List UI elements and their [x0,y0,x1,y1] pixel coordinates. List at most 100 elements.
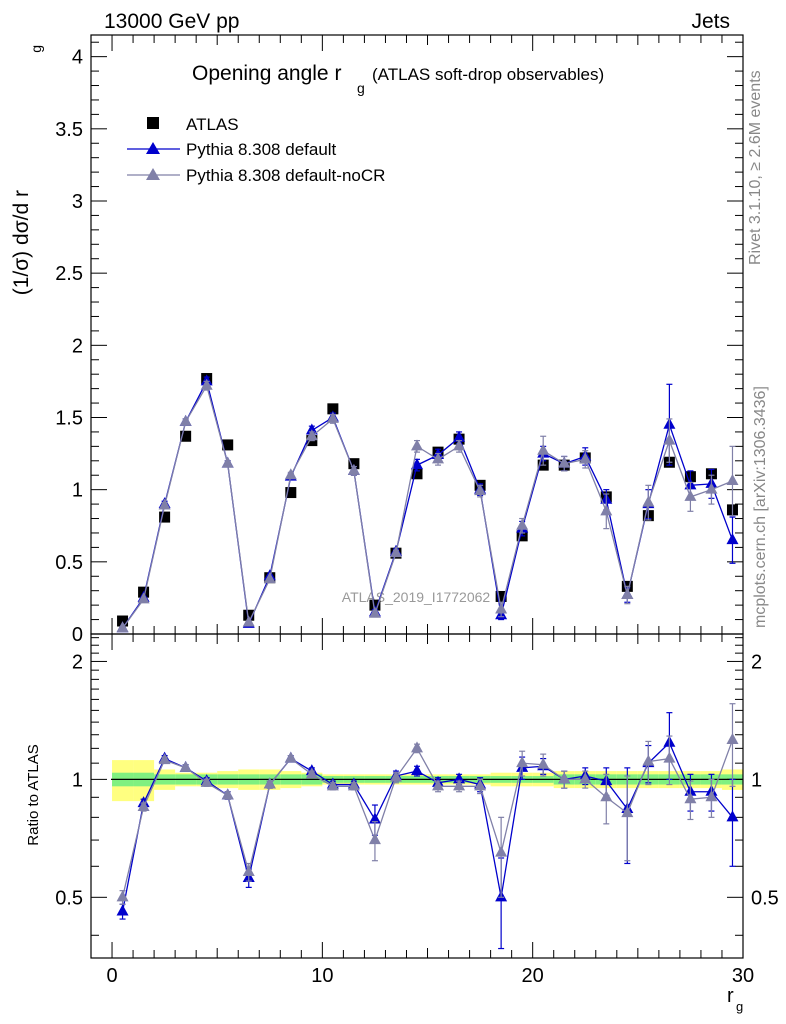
point-atlas [411,468,423,480]
point-nocr [474,484,487,496]
ratio-point-nocr [474,779,487,791]
ratio-xtick-label: 30 [732,965,754,987]
chart-title-subscript: g [357,80,365,96]
main-ytick-label: 3.5 [55,119,83,141]
header-process: Jets [691,10,730,33]
ratio-ytick-label-right: 2 [751,651,762,673]
point-nocr [263,572,276,584]
ratio-point-nocr [326,779,339,791]
ratio-point-nocr [432,779,445,791]
point-nocr [642,495,655,507]
point-nocr [684,489,697,501]
ratio-frame [90,633,744,959]
ratio-ytick-label-right: 1 [751,769,762,791]
ratio-xtick-label: 20 [522,965,544,987]
point-nocr [347,463,360,475]
ratio-point-nocr [242,865,255,877]
ratio-point-nocr [621,806,634,818]
point-nocr [495,602,508,614]
legend-atlas-label: ATLAS [186,115,239,134]
ratio-point-nocr [137,800,150,812]
point-nocr [432,452,445,464]
point-nocr [579,452,592,464]
point-nocr [663,433,676,445]
ratio-point-nocr [305,767,318,779]
point-nocr [389,546,402,558]
ratio-series [116,703,739,950]
ratio-point-nocr [411,741,423,753]
main-panel: ATLAS_2019_I1772062 0 0.5 1 1.5 2 2.5 3 3.5 4 Op… [10,34,744,646]
ratio-ytick-label-right: 0.5 [751,887,779,909]
point-nocr [537,443,550,455]
ratio-point-nocr [200,775,213,787]
point-nocr [326,411,339,423]
legend: ATLAS Pythia 8.308 default Pythia 8.308 … [127,115,385,185]
ratio-point-nocr [263,777,276,789]
point-default [453,430,466,442]
main-ytick-label: 2.5 [55,263,83,285]
ratio-panel: 0.5 0.51 12 20 10 20 30 Ratio to ATLAS r g [25,633,779,1014]
main-ytick-label: 1 [72,480,83,502]
ratio-ytick-label: 0.5 [55,887,83,909]
ratio-ytick-label: 1 [72,769,83,791]
point-atlas [117,615,129,627]
ratio-point-nocr [221,788,234,800]
point-atlas [180,430,192,442]
chart-title-main: Opening angle r [192,62,341,85]
ratio-point-default [116,904,129,916]
ratio-line-nocr [121,739,734,898]
point-atlas [327,403,339,415]
point-nocr [221,456,234,468]
point-nocr [516,518,529,530]
point-nocr [621,588,634,600]
ratio-point-nocr [663,751,676,763]
main-ylabel: (1/σ) dσ/d r [10,190,33,295]
analysis-watermark: ATLAS_2019_I1772062 [342,589,491,605]
series-line-nocr [122,384,733,629]
ratio-point-default [368,812,381,824]
main-ytick-label: 4 [72,47,83,69]
ratio-axes: 0.5 0.51 12 20 10 20 30 [55,633,779,987]
ratio-point-nocr [642,754,655,766]
legend-default-label: Pythia 8.308 default [186,140,337,159]
legend-atlas-marker [147,117,159,129]
ratio-xtick-label: 10 [311,965,333,987]
ratio-point-nocr [495,845,508,857]
ratio-point-nocr [284,751,297,763]
ratio-point-nocr [453,779,466,791]
ratio-point-nocr [600,790,613,802]
ratio-point-nocr [684,792,697,804]
point-nocr [200,378,213,390]
ratio-point-nocr [179,760,192,772]
main-ylabel-subscript: g [28,45,44,53]
ratio-xtick-label: 0 [106,965,117,987]
point-nocr [305,429,318,441]
ratio-point-nocr [579,772,592,784]
point-nocr [600,504,613,516]
mcplots-label: mcplots.cern.ch [arXiv:1306.3436] [752,386,769,628]
ratio-point-default [726,810,739,822]
ratio-xlabel: r [727,985,734,1007]
point-nocr [242,615,255,627]
ratio-point-nocr [347,779,360,791]
point-default [726,533,739,545]
point-atlas [285,487,297,499]
ratio-ylabel: Ratio to ATLAS [25,744,42,845]
ratio-point-nocr [705,790,718,802]
legend-nocr-label: Pythia 8.308 default-noCR [186,166,385,185]
point-nocr [726,474,739,486]
ratio-point-nocr [368,833,381,845]
ratio-point-nocr [726,733,739,745]
point-nocr [284,468,297,480]
legend-default-marker [146,142,160,154]
main-ytick-label: 1.5 [55,407,83,429]
chart-title: Opening angle r [192,62,341,85]
point-nocr [705,482,718,494]
main-ytick-label: 2 [72,335,83,357]
main-ytick-label: 3 [72,191,83,213]
point-atlas [159,511,171,523]
ratio-ytick-label: 2 [72,651,83,673]
point-atlas [495,590,507,602]
ratio-xlabel-subscript: g [736,999,743,1014]
